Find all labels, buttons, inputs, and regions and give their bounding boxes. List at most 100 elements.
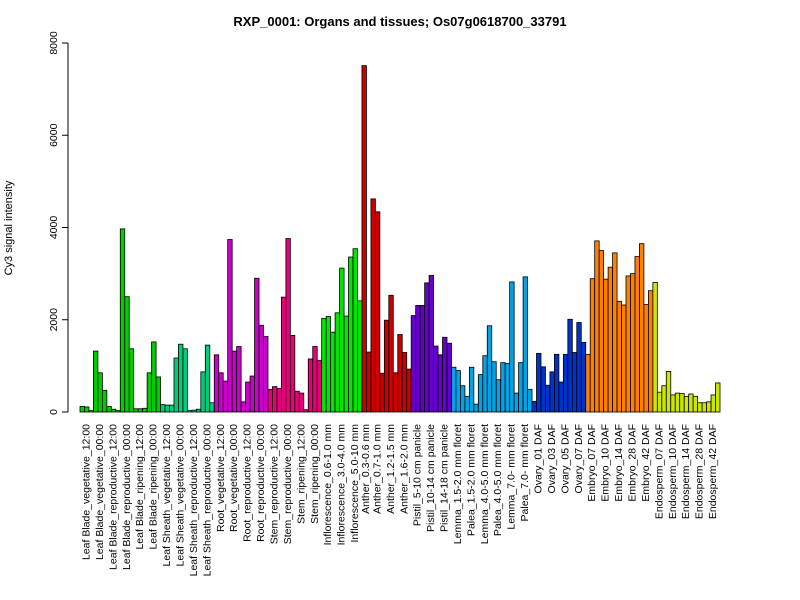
- bar: [504, 363, 511, 413]
- y-tick-label: 4000: [48, 216, 60, 240]
- bar: [195, 408, 202, 413]
- x-category-label: Leaf Sheath_vegetative_00:00: [174, 424, 186, 567]
- x-category-label: Palea_7.0- mm floret: [519, 424, 531, 522]
- bar: [209, 402, 215, 413]
- bar: [468, 366, 475, 413]
- bar: [580, 341, 587, 413]
- bar: [491, 361, 497, 413]
- bar-series: [79, 65, 721, 413]
- bar: [562, 353, 569, 413]
- bar: [656, 391, 663, 413]
- x-category-label: Leaf Sheath_reproductive_00:00: [201, 424, 213, 577]
- bar: [84, 406, 90, 413]
- bar: [473, 403, 479, 413]
- bar: [598, 250, 605, 413]
- bar: [343, 315, 349, 413]
- bar: [169, 404, 175, 413]
- x-category-label: Lemma_4.0-5.0 mm floret: [479, 424, 491, 544]
- bar: [571, 352, 578, 413]
- x-category-label: Pistil_5-10 cm panicle: [412, 424, 424, 526]
- bar: [536, 353, 542, 413]
- bar: [79, 406, 85, 413]
- bar: [477, 374, 484, 413]
- bar: [267, 388, 273, 413]
- bar: [191, 409, 197, 413]
- bar: [607, 266, 613, 413]
- bar: [289, 335, 296, 413]
- bar: [446, 342, 452, 413]
- bar: [545, 384, 551, 413]
- y-tick-label: 2000: [48, 308, 60, 332]
- bar: [325, 316, 332, 413]
- bar: [285, 238, 291, 413]
- x-category-label: Ovary_03 DAF: [546, 424, 558, 493]
- y-tick-label: 8000: [48, 31, 60, 55]
- x-category-label: Palea_1.5-2.0 mm floret: [465, 424, 477, 536]
- bar: [670, 394, 676, 413]
- bar: [661, 385, 667, 413]
- bar: [263, 335, 269, 413]
- x-category-label: Inflorescence_3.0-4.0 mm: [336, 424, 348, 546]
- bar: [500, 362, 506, 413]
- bar: [616, 300, 622, 413]
- x-category-label: Stem_ripening_00:00: [309, 424, 321, 524]
- bar: [258, 324, 264, 413]
- x-category-label: Leaf Blade_reproductive_00:00: [121, 424, 133, 570]
- bar: [630, 273, 636, 413]
- bar: [549, 371, 555, 413]
- bar: [715, 382, 721, 413]
- x-category-label: Embryo_28 DAF: [627, 424, 639, 502]
- x-category-label: Inflorescence_0.6-1.0 mm: [322, 424, 334, 546]
- bar: [437, 354, 443, 413]
- bar: [428, 275, 434, 413]
- bar: [254, 277, 260, 413]
- bar: [576, 322, 582, 413]
- x-category-label: Leaf Blade_vegetative_00:00: [94, 424, 106, 560]
- bar: [298, 392, 305, 413]
- bar: [88, 410, 94, 413]
- bar: [509, 281, 515, 413]
- bar: [379, 372, 385, 413]
- bar: [222, 380, 229, 413]
- bar: [612, 252, 618, 413]
- bar: [93, 350, 99, 413]
- x-category-label: Ovary_01 DAF: [533, 424, 545, 493]
- x-category-label: Pistil_10-14 cm panicle: [425, 424, 437, 532]
- bar: [433, 345, 439, 413]
- bar: [652, 281, 658, 413]
- bar: [294, 390, 300, 413]
- bar: [442, 336, 448, 413]
- x-category-label: Palea_4.0-5.0 mm floret: [492, 424, 504, 536]
- bar: [625, 275, 631, 413]
- bar: [554, 353, 560, 413]
- x-category-label: Stem_reproductive_12:00: [268, 424, 280, 544]
- bar: [697, 402, 703, 413]
- y-axis-label: Cy3 signal intensity: [3, 180, 15, 275]
- bar: [227, 239, 233, 413]
- bar: [692, 395, 699, 413]
- bar: [339, 267, 345, 413]
- bar: [133, 408, 139, 413]
- bar: [647, 290, 654, 413]
- bar: [334, 312, 340, 413]
- bar: [312, 346, 318, 413]
- bar: [370, 198, 376, 413]
- bar: [245, 381, 251, 413]
- bar: [419, 305, 426, 413]
- x-category-label: Endosperm_14 DAF: [680, 424, 692, 519]
- bar: [665, 371, 672, 413]
- x-category-label: Endosperm_42 DAF: [707, 424, 719, 519]
- bar: [142, 407, 148, 413]
- bar: [639, 243, 645, 413]
- bar: [621, 304, 627, 413]
- bar: [97, 372, 103, 413]
- x-category-label: Leaf Blade_vegetative_12:00: [80, 424, 92, 560]
- bar: [119, 228, 126, 413]
- bar: [200, 371, 206, 413]
- x-category-label: Embryo_07 DAF: [586, 424, 598, 502]
- bar: [424, 282, 430, 413]
- x-category-label: Root_reproductive_00:00: [255, 424, 267, 542]
- bar: [397, 334, 403, 413]
- bar: [173, 357, 179, 413]
- x-category-label: Inflorescence_5.0-10 mm: [349, 424, 361, 543]
